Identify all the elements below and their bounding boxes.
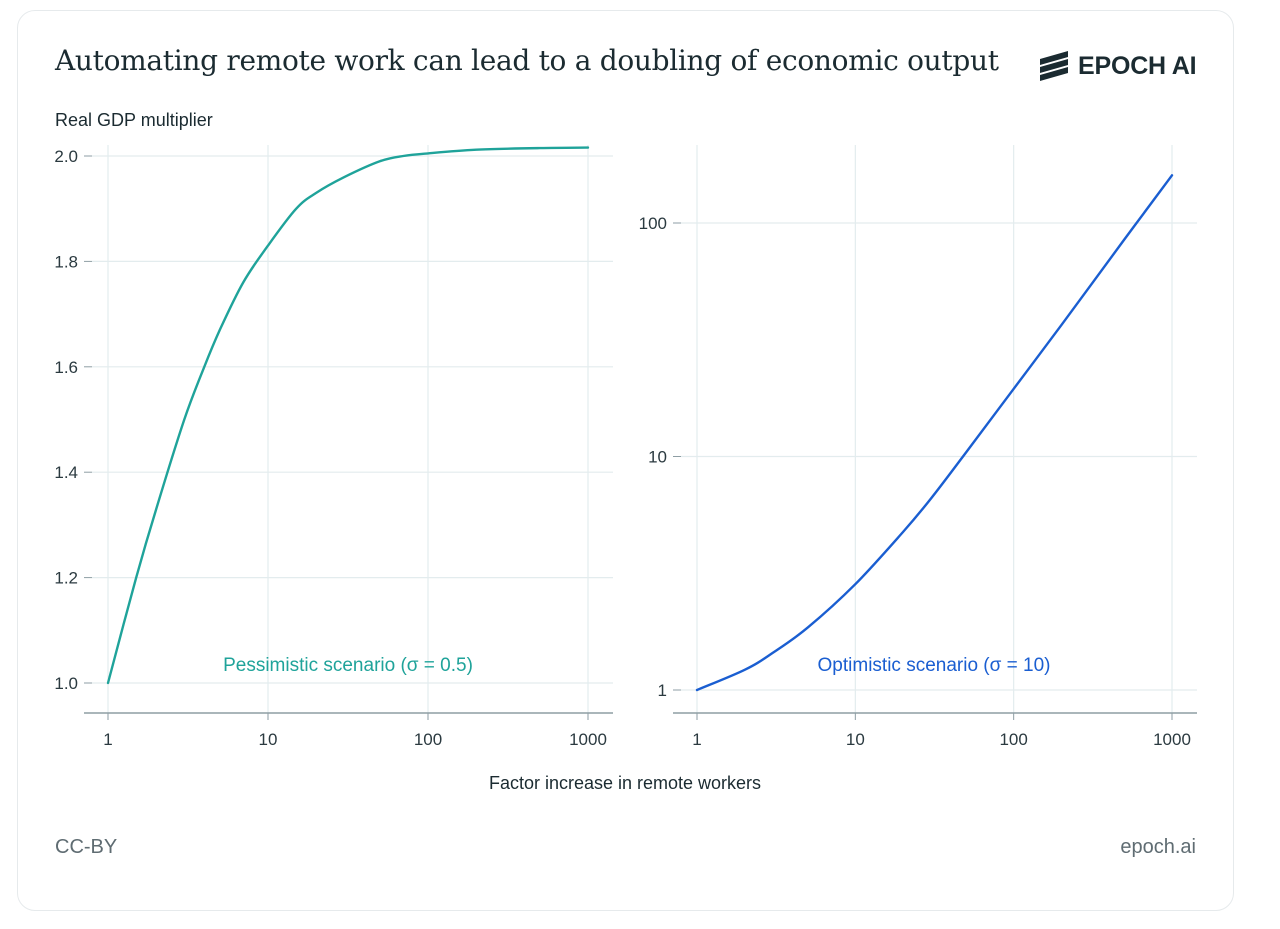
x-tick-label: 10	[846, 730, 865, 749]
x-tick-label: 1	[692, 730, 701, 749]
x-tick-label: 1000	[569, 730, 607, 749]
epoch-stripes-icon	[1040, 51, 1068, 81]
x-tick-label: 100	[414, 730, 442, 749]
y-tick-label: 1.2	[54, 569, 78, 588]
pessimistic-series-line	[106, 146, 590, 685]
optimistic-annotation: Optimistic scenario (σ = 10)	[818, 655, 1051, 676]
x-tick-label: 1000	[1153, 730, 1191, 749]
y-tick-label: 1.6	[54, 358, 78, 377]
logo-text: EPOCH AI	[1078, 51, 1197, 80]
y-tick-label: 1.8	[54, 252, 78, 271]
site-label: epoch.ai	[1120, 836, 1196, 858]
chart-title: Automating remote work can lead to a dou…	[55, 44, 999, 77]
optimistic-series-line	[695, 174, 1174, 692]
epoch-ai-logo: EPOCH AI	[1038, 50, 1197, 82]
y-tick-label: 10	[648, 448, 667, 467]
y-tick-label: 100	[639, 214, 667, 233]
y-tick-label: 1.4	[54, 463, 78, 482]
x-axis-title: Factor increase in remote workers	[488, 773, 762, 793]
y-tick-label: 1.0	[54, 674, 78, 693]
pessimistic-chart: 1.0 1.2 1.4 1.6 1.8 2.0 1 10 100 1000 Pessimistic …	[54, 145, 613, 749]
pessimistic-annotation: Pessimistic scenario (σ = 0.5)	[223, 655, 473, 676]
optimistic-chart: 1 10 100 1 10 100 1000 Optimistic scenario (σ =…	[639, 145, 1197, 749]
x-tick-label: 100	[999, 730, 1027, 749]
y-tick-label: 2.0	[54, 147, 78, 166]
x-tick-label: 10	[259, 730, 278, 749]
x-tick-label: 1	[103, 730, 112, 749]
license-label: CC-BY	[55, 836, 118, 858]
y-tick-label: 1	[658, 681, 667, 700]
chart-card	[17, 10, 1234, 911]
y-axis-title: Real GDP multiplier	[55, 110, 213, 130]
